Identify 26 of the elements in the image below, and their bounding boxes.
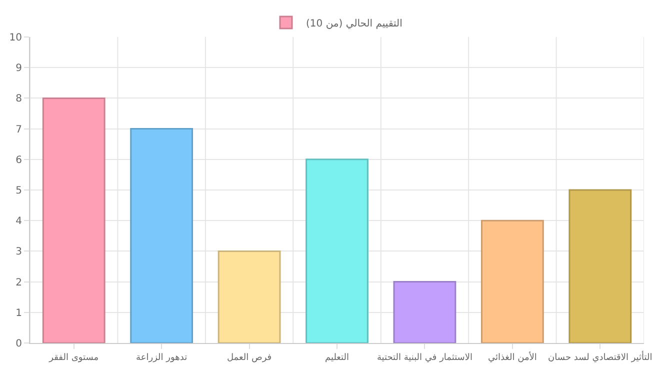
y-tick-label: 10 bbox=[9, 32, 22, 44]
x-tick-label: تدهور الزراعة bbox=[136, 352, 188, 363]
bar bbox=[480, 220, 544, 343]
y-tick-label: 5 bbox=[16, 186, 22, 196]
bar bbox=[130, 128, 194, 343]
bar bbox=[306, 158, 368, 343]
legend-label: التقييم الحالي (من 10) bbox=[306, 18, 402, 30]
y-tick-label: 7 bbox=[16, 124, 22, 136]
bar bbox=[568, 189, 632, 343]
y-tick-label: 8 bbox=[16, 94, 22, 105]
x-tick-label: الأمن الغذائي bbox=[488, 350, 537, 363]
y-tick-label: 6 bbox=[16, 154, 22, 166]
bar bbox=[42, 97, 106, 343]
x-tick-label: مستوى الفقر bbox=[48, 352, 99, 363]
bar bbox=[218, 250, 281, 343]
y-tick-label: 1 bbox=[16, 308, 22, 319]
y-tick-label: 0 bbox=[16, 338, 22, 350]
y-tick-label: 9 bbox=[16, 63, 22, 74]
x-tick-label: التأثير الاقتصادي لسد حسان bbox=[548, 350, 652, 363]
bar bbox=[393, 281, 456, 343]
y-tick-label: 4 bbox=[16, 216, 22, 228]
x-tick-label: الاستثمار في البنية التحتية bbox=[376, 352, 472, 363]
x-tick-label: فرص العمل bbox=[226, 352, 272, 363]
y-tick-label: 2 bbox=[16, 277, 22, 288]
x-tick-label: التعليم bbox=[325, 352, 349, 363]
y-tick-label: 3 bbox=[16, 246, 22, 258]
